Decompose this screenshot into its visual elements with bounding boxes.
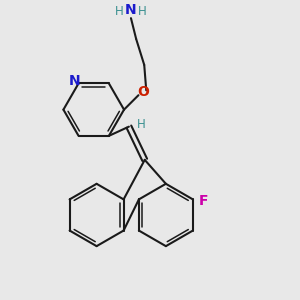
Text: O: O	[138, 85, 150, 99]
Text: H: H	[115, 5, 123, 18]
Text: F: F	[199, 194, 208, 208]
Text: H: H	[137, 5, 146, 18]
Text: N: N	[125, 3, 137, 17]
Text: H: H	[136, 118, 146, 131]
Text: N: N	[68, 74, 80, 88]
